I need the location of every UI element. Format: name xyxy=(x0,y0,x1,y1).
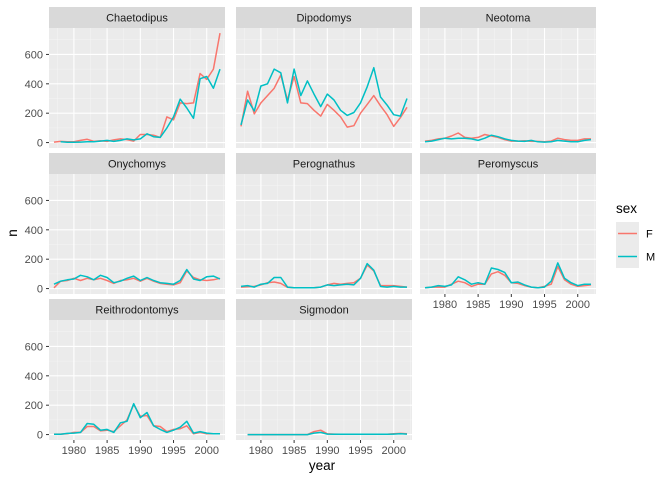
panel-dipodomys: Dipodomys xyxy=(236,7,412,148)
panel-neotoma: Neotoma xyxy=(420,7,596,148)
panel-background xyxy=(420,28,596,148)
y-tick-label: 600 xyxy=(25,341,43,353)
y-tick-label: 200 xyxy=(25,254,43,266)
x-tick-label: 1990 xyxy=(315,445,339,457)
series-line-f xyxy=(240,74,408,128)
y-tick-label: 600 xyxy=(25,49,43,61)
panel-background xyxy=(236,174,412,294)
x-tick-label: 1995 xyxy=(161,445,185,457)
y-tick-label: 0 xyxy=(37,284,43,296)
legend-label: F xyxy=(646,229,653,241)
series-line-m xyxy=(54,402,220,436)
x-tick-label: 1985 xyxy=(466,299,490,311)
y-tick-label: 400 xyxy=(25,225,43,237)
panel-title: Perognathus xyxy=(293,159,356,171)
x-tick-label: 1980 xyxy=(62,445,86,457)
panel-onychomys: Onychomys 0 200 400 600 xyxy=(25,153,225,296)
panel-background xyxy=(236,28,412,148)
panel-strip xyxy=(420,7,596,28)
series-line-m xyxy=(240,66,408,126)
panel-strip xyxy=(236,153,412,174)
panel-sigmodon: Sigmodon 1980 1985 1990 1995 2000 xyxy=(236,299,412,457)
panel-title: Reithrodontomys xyxy=(95,305,179,317)
panels-layer: Chaetodipus 0 200 400 600 Dipodomys Neotoma Ony… xyxy=(25,7,596,457)
panel-title: Dipodomys xyxy=(296,13,352,25)
x-tick-label: 1985 xyxy=(282,445,306,457)
panel-background xyxy=(49,320,225,440)
series-line-m xyxy=(60,68,221,144)
y-tick-label: 600 xyxy=(25,195,43,207)
x-tick-label: 1980 xyxy=(249,445,273,457)
panel-strip xyxy=(236,299,412,320)
x-tick-label: 2000 xyxy=(194,445,218,457)
y-axis-title: n xyxy=(5,229,20,237)
x-tick-label: 1980 xyxy=(433,299,457,311)
legend-item-f: F xyxy=(616,222,653,245)
panel-background xyxy=(420,174,596,294)
panel-title: Sigmodon xyxy=(299,305,349,317)
y-tick-label: 200 xyxy=(25,108,43,120)
panel-title: Neotoma xyxy=(486,13,532,25)
panel-strip xyxy=(49,153,225,174)
panel-title: Peromyscus xyxy=(478,159,539,171)
x-tick-label: 1995 xyxy=(348,445,372,457)
x-tick-label: 1995 xyxy=(532,299,556,311)
legend: sex FM xyxy=(616,201,655,268)
y-tick-label: 400 xyxy=(25,79,43,91)
series-line-m xyxy=(424,262,591,289)
x-axis-title: year xyxy=(309,458,336,473)
series-line-m xyxy=(53,268,221,285)
y-tick-label: 0 xyxy=(37,138,43,150)
x-tick-label: 1990 xyxy=(499,299,523,311)
panel-strip xyxy=(420,153,596,174)
series-line-m xyxy=(240,262,407,289)
panel-reithrodontomys: Reithrodontomys 0 200 400 600 1980 1985 1990 199… xyxy=(25,299,225,457)
x-tick-label: 1990 xyxy=(128,445,152,457)
legend-title: sex xyxy=(616,201,637,216)
panel-strip xyxy=(49,7,225,28)
panel-strip xyxy=(49,299,225,320)
series-line-f xyxy=(53,32,221,143)
panel-background xyxy=(49,174,225,294)
panel-chaetodipus: Chaetodipus 0 200 400 600 xyxy=(25,7,225,150)
panel-background xyxy=(236,320,412,440)
y-tick-label: 400 xyxy=(25,371,43,383)
series-line-m xyxy=(247,431,408,436)
panel-title: Onychomys xyxy=(108,159,167,171)
y-tick-label: 200 xyxy=(25,400,43,412)
y-tick-label: 0 xyxy=(37,430,43,442)
panel-peromyscus: Peromyscus 1980 1985 1990 1995 2000 xyxy=(420,153,596,311)
x-tick-label: 1985 xyxy=(95,445,119,457)
series-line-m xyxy=(424,134,592,143)
panel-perognathus: Perognathus xyxy=(236,153,412,294)
panel-title: Chaetodipus xyxy=(106,13,168,25)
x-tick-label: 2000 xyxy=(565,299,589,311)
legend-item-m: M xyxy=(616,245,655,268)
legend-label: M xyxy=(646,252,655,264)
x-tick-label: 2000 xyxy=(381,445,405,457)
panel-strip xyxy=(236,7,412,28)
